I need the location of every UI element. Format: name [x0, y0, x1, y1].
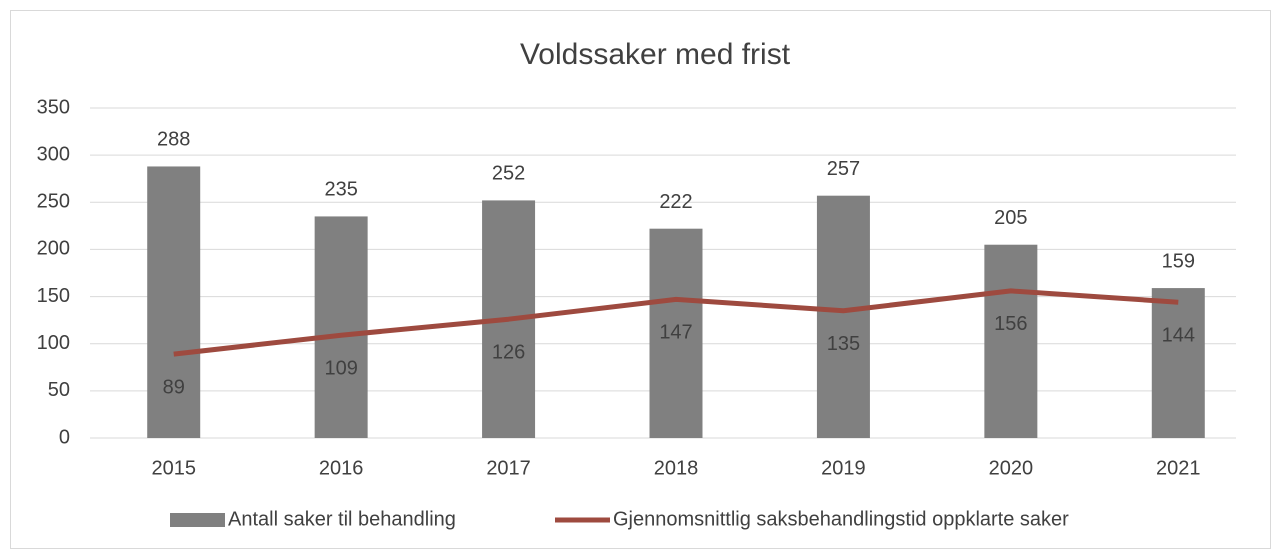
bar: [314, 216, 368, 438]
bar: [984, 244, 1038, 438]
legend-swatch: [170, 513, 225, 527]
line: [173, 288, 1179, 357]
data-label: 89: [163, 376, 185, 398]
y-tick-label: 300: [37, 143, 70, 165]
data-label: 222: [659, 191, 692, 213]
y-tick-label: 200: [37, 238, 70, 260]
data-label: 144: [1162, 325, 1195, 347]
y-tick-label: 50: [48, 379, 70, 401]
data-label: 156: [994, 313, 1027, 335]
x-tick-label: 2018: [654, 457, 699, 479]
data-label: 147: [659, 322, 692, 344]
x-tick-label: 2020: [989, 457, 1034, 479]
data-label: 205: [994, 207, 1027, 229]
y-tick-label: 350: [37, 96, 70, 118]
x-tick-label: 2017: [486, 457, 531, 479]
x-tick-label: 2016: [319, 457, 364, 479]
chart-border: [10, 10, 1271, 549]
x-tick-label: 2019: [821, 457, 866, 479]
x-tick-label: 2021: [1156, 457, 1201, 479]
legend-label: Gjennomsnittlig saksbehandlingstid oppkl…: [613, 508, 1069, 530]
data-label: 126: [492, 341, 525, 363]
data-label: 109: [324, 358, 357, 380]
y-tick-label: 0: [59, 426, 70, 448]
chart-title: Voldssaker med frist: [520, 38, 791, 71]
data-label: 288: [157, 129, 190, 151]
x-tick-label: 2015: [151, 457, 196, 479]
bar: [816, 195, 870, 438]
y-tick-label: 250: [37, 191, 70, 213]
data-label: 235: [324, 179, 357, 201]
bar: [649, 228, 703, 438]
bar: [1151, 288, 1205, 438]
bar: [147, 166, 201, 438]
data-label: 135: [827, 333, 860, 355]
data-label: 159: [1162, 250, 1195, 272]
legend-label: Antall saker til behandling: [228, 508, 456, 530]
data-label: 252: [492, 163, 525, 185]
data-label: 257: [827, 158, 860, 180]
y-tick-label: 150: [37, 285, 70, 307]
y-tick-label: 100: [37, 332, 70, 354]
